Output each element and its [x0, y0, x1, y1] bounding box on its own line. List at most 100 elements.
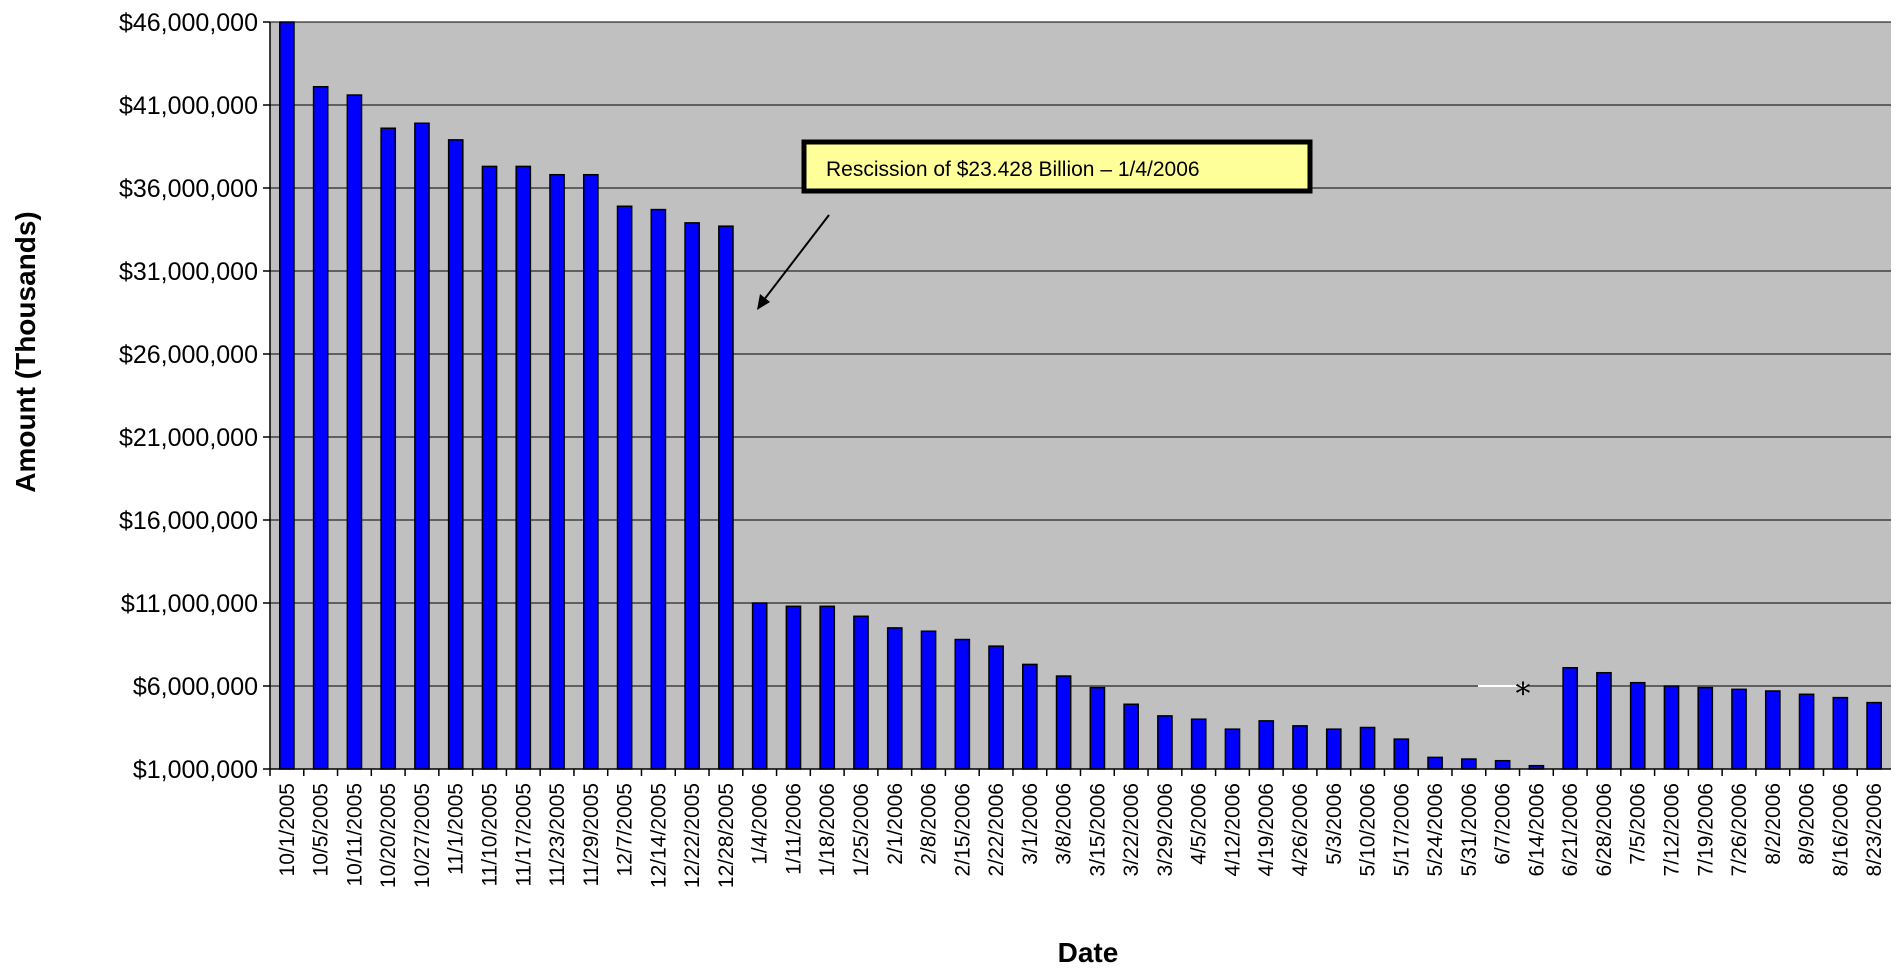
- annotation-arrowhead: [757, 294, 770, 310]
- y-tick-label: $31,000,000: [119, 258, 258, 286]
- x-tick-label: 4/19/2006: [1255, 783, 1278, 876]
- x-tick-label: 7/19/2006: [1694, 783, 1717, 876]
- bar: [515, 165, 532, 770]
- x-tick-label: 12/7/2005: [614, 783, 637, 876]
- bar: [1697, 686, 1714, 770]
- x-tick-label: 7/5/2006: [1627, 783, 1650, 865]
- x-tick-label: 1/18/2006: [816, 783, 839, 876]
- bar: [650, 208, 667, 770]
- bar: [279, 21, 295, 770]
- x-tick-label: 3/1/2006: [1019, 783, 1042, 865]
- x-tick-label: 12/14/2005: [647, 783, 670, 888]
- x-tick-label: 3/22/2006: [1120, 783, 1143, 876]
- bar: [785, 605, 802, 770]
- bar: [819, 605, 836, 770]
- x-tick-label: 5/31/2006: [1458, 783, 1481, 876]
- asterisk-marker: *: [1516, 677, 1531, 712]
- x-tick-label: 11/17/2005: [512, 783, 535, 887]
- x-tick-label: 1/11/2006: [782, 783, 805, 875]
- bar: [1190, 718, 1207, 770]
- x-axis-tick-labels: 10/1/2005 10/5/2005 10/11/2005 10/20/2005 10…: [276, 783, 1886, 888]
- annotation-arrow: [759, 214, 830, 306]
- bar: [481, 165, 498, 770]
- y-tick-label: $6,000,000: [133, 673, 258, 701]
- bar: [346, 94, 363, 770]
- bar: [684, 222, 700, 770]
- bar: [1359, 726, 1376, 770]
- x-tick-label: 4/26/2006: [1289, 783, 1312, 876]
- y-tick-label: $46,000,000: [119, 9, 258, 37]
- y-tick-label: $16,000,000: [119, 507, 258, 535]
- bar: [751, 602, 768, 770]
- y-axis-title: Amount (Thousands): [10, 211, 41, 493]
- y-tick-label: $26,000,000: [119, 341, 258, 369]
- x-tick-label: 6/7/2006: [1492, 783, 1515, 865]
- bar: [1663, 685, 1680, 770]
- x-tick-label: 6/21/2006: [1559, 783, 1582, 876]
- bar: [920, 630, 937, 770]
- bar: [1123, 703, 1139, 770]
- bar: [582, 173, 599, 770]
- x-axis-title: Date: [1058, 937, 1119, 968]
- x-tick-label: 8/23/2006: [1863, 783, 1886, 876]
- bar: [1461, 758, 1477, 770]
- bar: [1157, 715, 1173, 770]
- bar: [1764, 690, 1781, 770]
- bars: [279, 21, 1882, 770]
- x-tick-label: 11/1/2005: [445, 783, 468, 875]
- x-tick-label: 7/26/2006: [1728, 783, 1751, 876]
- bar: [616, 205, 633, 770]
- bar: [718, 225, 734, 770]
- bar: [1055, 675, 1072, 770]
- x-tick-label: 10/1/2005: [276, 783, 299, 876]
- x-tick-label: 2/22/2006: [985, 783, 1008, 876]
- x-tick-label: 10/5/2005: [310, 783, 333, 876]
- bar: [1494, 759, 1511, 770]
- plot-area: [270, 22, 1891, 769]
- x-tick-label: 11/23/2005: [546, 783, 569, 887]
- bar: [1832, 696, 1849, 770]
- x-tick-label: 4/5/2006: [1188, 783, 1211, 865]
- bar: [954, 638, 971, 770]
- x-tick-label: 8/16/2006: [1829, 783, 1852, 876]
- x-tick-label: 7/12/2006: [1660, 783, 1683, 876]
- x-tick-label: 2/15/2006: [951, 783, 974, 876]
- y-tick-label: $36,000,000: [119, 175, 258, 203]
- bar: [1596, 671, 1612, 770]
- bar: [380, 127, 397, 770]
- x-tick-label: 10/20/2005: [377, 783, 400, 888]
- x-tick-label: 5/10/2006: [1357, 783, 1380, 876]
- bar: [1427, 756, 1443, 770]
- y-tick-label: $41,000,000: [119, 92, 258, 120]
- y-tick-label: $11,000,000: [121, 590, 258, 618]
- x-tick-label: 3/15/2006: [1086, 783, 1109, 876]
- bar: [1224, 728, 1241, 770]
- bar: [312, 85, 329, 770]
- bar: [447, 139, 464, 770]
- annotation-text: Rescission of $23.428 Billion – 1/4/2006: [826, 158, 1200, 181]
- bar: [1292, 725, 1308, 770]
- bar: [1022, 663, 1038, 770]
- bar: [1089, 686, 1106, 770]
- bar: [1562, 666, 1579, 770]
- x-tick-label: 11/10/2005: [479, 783, 502, 887]
- x-tick-label: 8/9/2006: [1796, 783, 1819, 865]
- x-tick-label: 6/14/2006: [1525, 783, 1548, 876]
- x-tick-label: 12/22/2005: [681, 783, 704, 888]
- bar: [414, 122, 430, 770]
- x-tick-label: 2/8/2006: [918, 783, 941, 865]
- x-tick-label: 3/29/2006: [1154, 783, 1177, 876]
- bar: [1629, 681, 1646, 770]
- x-tick-label: 10/11/2005: [343, 783, 366, 887]
- bar: [549, 173, 565, 770]
- x-tick-label: 10/27/2005: [411, 783, 434, 888]
- x-tick-label: 5/17/2006: [1390, 783, 1413, 876]
- bar: [1393, 738, 1410, 770]
- bar: [1798, 693, 1815, 770]
- x-tick-label: 3/8/2006: [1053, 783, 1076, 865]
- x-tick-label: 8/2/2006: [1762, 783, 1785, 865]
- y-axis-tick-labels: $1,000,000 $6,000,000 $11,000,000 $16,000,0…: [119, 9, 270, 784]
- x-tick-label: 1/4/2006: [749, 783, 772, 865]
- bar: [1258, 720, 1275, 770]
